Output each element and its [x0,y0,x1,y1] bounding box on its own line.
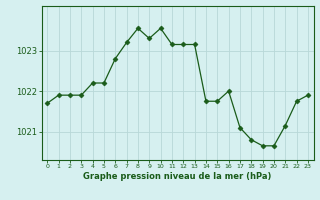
X-axis label: Graphe pression niveau de la mer (hPa): Graphe pression niveau de la mer (hPa) [84,172,272,181]
